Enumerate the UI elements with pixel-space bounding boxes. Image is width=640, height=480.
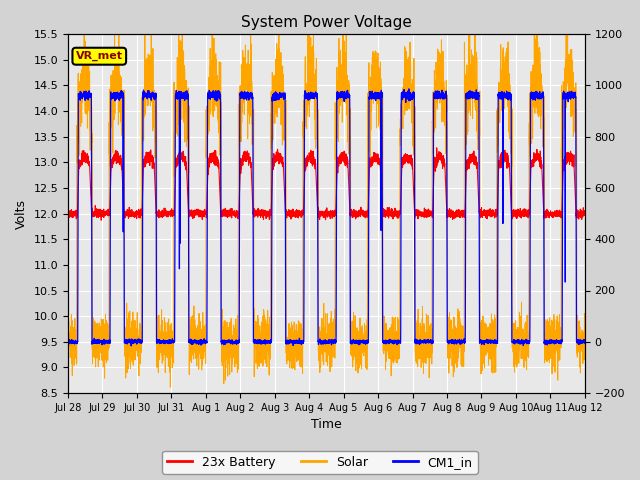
23x Battery bbox=[433, 145, 440, 151]
X-axis label: Time: Time bbox=[311, 419, 342, 432]
23x Battery bbox=[507, 193, 515, 199]
23x Battery bbox=[373, 156, 381, 162]
Solar bbox=[373, 93, 381, 99]
CM1_in bbox=[507, 94, 515, 99]
CM1_in bbox=[127, 343, 135, 349]
Solar bbox=[468, 81, 476, 86]
23x Battery bbox=[346, 195, 353, 201]
CM1_in bbox=[373, 94, 381, 99]
CM1_in bbox=[64, 339, 72, 345]
Solar bbox=[493, 128, 501, 133]
Solar bbox=[346, 127, 353, 133]
CM1_in bbox=[346, 93, 353, 98]
23x Battery bbox=[468, 159, 476, 165]
Line: 23x Battery: 23x Battery bbox=[68, 148, 585, 220]
Solar bbox=[581, 316, 589, 322]
Line: Solar: Solar bbox=[68, 0, 585, 387]
23x Battery bbox=[97, 217, 105, 223]
Solar bbox=[507, 106, 515, 111]
23x Battery bbox=[172, 179, 179, 184]
Legend: 23x Battery, Solar, CM1_in: 23x Battery, Solar, CM1_in bbox=[163, 451, 477, 474]
CM1_in bbox=[468, 89, 476, 95]
CM1_in bbox=[172, 95, 179, 101]
23x Battery bbox=[493, 206, 501, 212]
Solar bbox=[172, 136, 179, 142]
Y-axis label: Volts: Volts bbox=[15, 199, 28, 228]
Solar bbox=[166, 384, 174, 390]
CM1_in bbox=[405, 86, 413, 92]
23x Battery bbox=[581, 209, 589, 215]
Line: CM1_in: CM1_in bbox=[68, 89, 585, 346]
23x Battery bbox=[64, 210, 72, 216]
CM1_in bbox=[493, 340, 501, 346]
CM1_in bbox=[581, 339, 589, 345]
Solar bbox=[64, 336, 72, 341]
Title: System Power Voltage: System Power Voltage bbox=[241, 15, 412, 30]
Text: VR_met: VR_met bbox=[76, 51, 123, 61]
